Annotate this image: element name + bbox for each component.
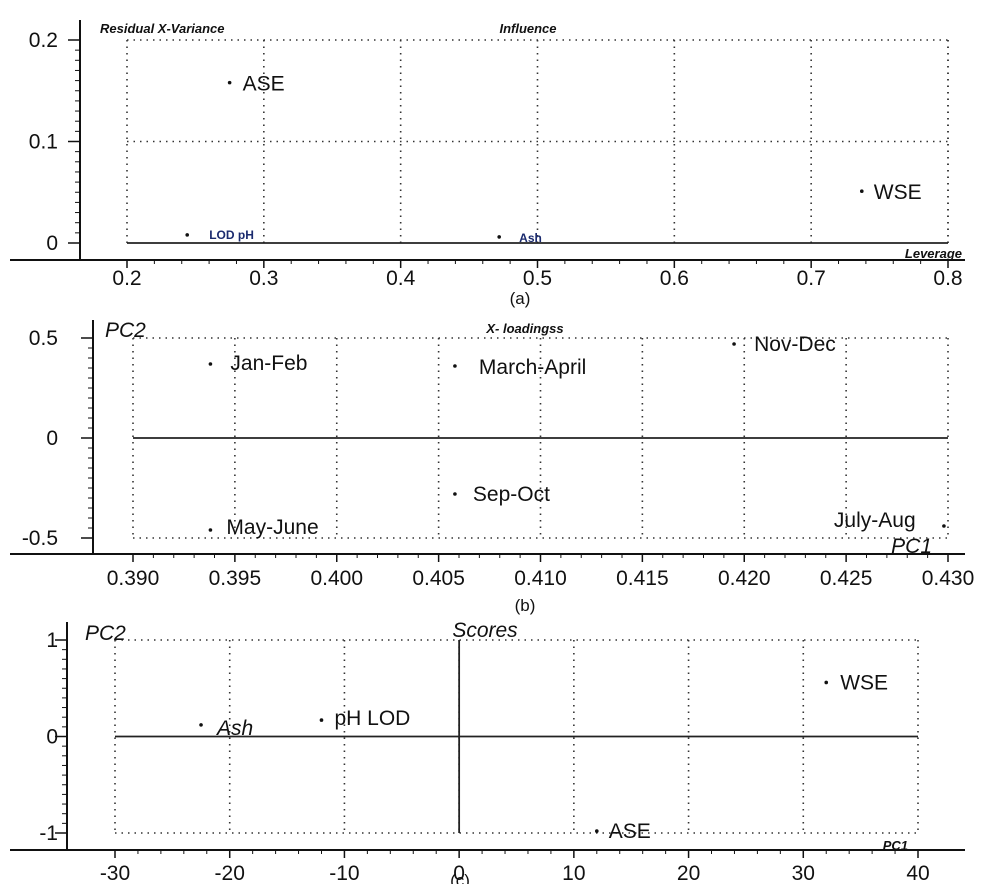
data-point: [942, 524, 946, 528]
y-axis-label: PC2: [85, 622, 126, 645]
y-tick-label: 0: [46, 726, 58, 749]
x-tick-label: 0.7: [797, 267, 826, 290]
point-label: Ash: [519, 231, 542, 245]
point-label: July-Aug: [834, 509, 916, 532]
x-tick-label: 0.400: [310, 567, 363, 590]
data-point: [453, 364, 457, 368]
data-point: [453, 492, 457, 496]
chart-title: Scores: [452, 619, 518, 642]
panel-a: 0.2 0.3 0.4 0.5 0.6 0.7 0.8 0 0.1 0.2 Influence Res…: [10, 20, 965, 308]
x-tick-label: 0.425: [820, 567, 873, 590]
panel-caption: (b): [515, 596, 536, 615]
point-label: Sep-Oct: [473, 483, 550, 506]
chart-title: X- loadingss: [485, 321, 563, 336]
x-axis-label: PC1: [883, 838, 908, 853]
point-label: May-June: [226, 516, 318, 539]
data-point: [595, 829, 599, 833]
y-tick-label: -1: [39, 822, 58, 845]
y-tick-label: 1: [46, 629, 58, 652]
x-tick-label: -30: [100, 862, 130, 884]
x-tick-label: -20: [215, 862, 245, 884]
x-axis-label: PC1: [891, 535, 932, 558]
data-point: [199, 723, 203, 727]
point-label: ASE: [609, 820, 651, 843]
x-tick-label: 0.2: [112, 267, 141, 290]
x-tick-label: 0.430: [922, 567, 975, 590]
x-tick-label: 0.405: [412, 567, 465, 590]
x-tick-label: 0.410: [514, 567, 567, 590]
x-tick-label: 0: [453, 862, 465, 884]
point-label: March-April: [479, 356, 586, 379]
y-axis-label: PC2: [105, 319, 146, 342]
x-tick-label: 10: [562, 862, 585, 884]
x-tick-label: 20: [677, 862, 700, 884]
x-tick-label: 0.8: [933, 267, 962, 290]
x-axis-label: Leverage: [905, 246, 962, 261]
data-point: [859, 189, 864, 194]
data-point: [824, 680, 829, 685]
x-tick-label: 0.6: [660, 267, 689, 290]
point-label: Ash: [215, 717, 253, 740]
point-label: WSE: [874, 181, 922, 204]
point-label: Jan-Feb: [230, 352, 307, 375]
panel-b: 0.390 0.395 0.400 0.405 0.410 0.415 0.420 0.425…: [10, 319, 974, 615]
point-label: WSE: [840, 671, 888, 694]
data-point: [732, 342, 736, 346]
x-tick-label: 0.3: [249, 267, 278, 290]
x-tick-label: 0.395: [209, 567, 262, 590]
point-label: pH LOD: [334, 707, 410, 730]
data-point: [227, 80, 232, 85]
data-point: [497, 235, 501, 239]
x-tick-label: 0.415: [616, 567, 669, 590]
point-label: Nov-Dec: [754, 333, 836, 356]
y-axis-label: Residual X-Variance: [100, 21, 225, 36]
x-tick-label: -10: [329, 862, 359, 884]
panel-c: -30 -20 -10 0 10 20 30 40-101 ScoresPC2PC1(c)WSE…: [10, 619, 965, 884]
y-tick-label: 0.2: [29, 29, 58, 52]
x-tick-label: 40: [906, 862, 929, 884]
point-label: ASE: [243, 73, 285, 96]
panel-caption: (c): [450, 871, 470, 884]
y-tick-label: 0: [46, 427, 58, 450]
chart-title: Influence: [499, 21, 556, 36]
x-tick-label: 0.4: [386, 267, 416, 290]
y-tick-label: 0.5: [29, 327, 58, 350]
y-tick-label: -0.5: [22, 527, 58, 550]
x-tick-label: 0.420: [718, 567, 771, 590]
x-tick-label: 30: [792, 862, 815, 884]
y-tick-label: 0.1: [29, 131, 58, 154]
x-tick-label: 0.5: [523, 267, 552, 290]
data-point: [319, 718, 324, 722]
point-label: LOD pH: [209, 228, 254, 242]
data-point: [185, 233, 190, 237]
x-tick-label: 0.390: [107, 567, 160, 590]
panel-caption: (a): [510, 289, 531, 308]
data-point: [208, 362, 213, 366]
data-point: [208, 528, 213, 532]
y-tick-label: 0: [46, 232, 58, 255]
